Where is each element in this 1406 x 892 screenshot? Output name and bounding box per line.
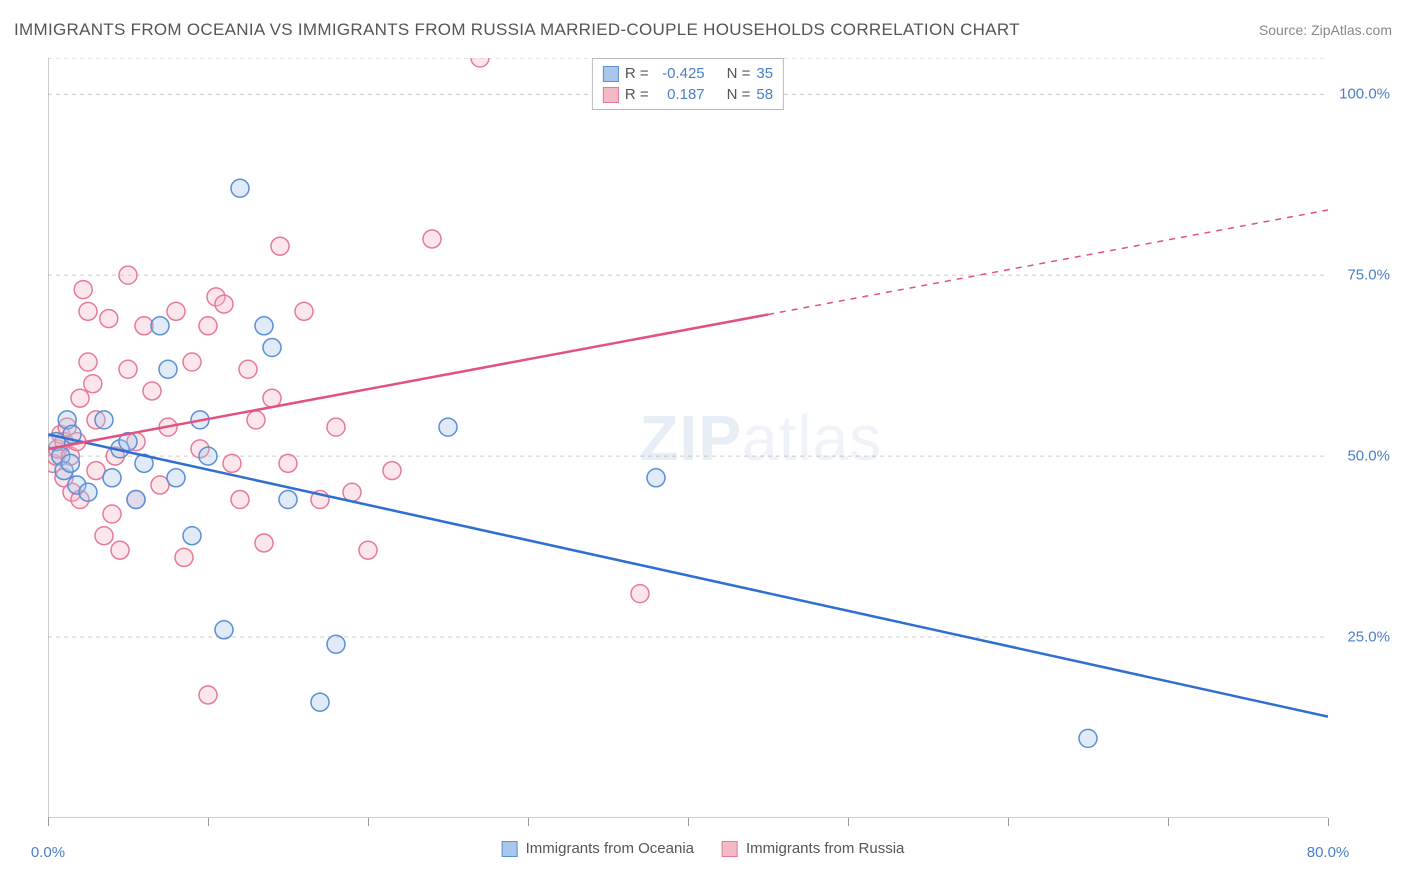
scatter-point: [95, 411, 113, 429]
r-label: R =: [625, 63, 649, 84]
trend-line: [48, 434, 1328, 716]
scatter-point: [119, 266, 137, 284]
source-attribution: Source: ZipAtlas.com: [1259, 22, 1392, 38]
plot-svg: [48, 58, 1328, 818]
n-value: 58: [756, 84, 773, 105]
scatter-point: [79, 353, 97, 371]
x-tick: [688, 818, 689, 826]
x-tick: [48, 818, 49, 826]
n-value: 35: [756, 63, 773, 84]
scatter-point: [71, 389, 89, 407]
scatter-point: [103, 469, 121, 487]
legend-item: Immigrants from Oceania: [502, 840, 694, 857]
scatter-point: [295, 302, 313, 320]
y-tick-label: 100.0%: [1339, 86, 1390, 103]
legend-swatch: [603, 66, 619, 82]
x-tick: [528, 818, 529, 826]
scatter-point: [255, 317, 273, 335]
scatter-point: [311, 693, 329, 711]
scatter-point: [119, 360, 137, 378]
scatter-point: [271, 237, 289, 255]
scatter-point: [79, 302, 97, 320]
n-label: N =: [727, 63, 751, 84]
scatter-point: [263, 339, 281, 357]
scatter-point: [359, 541, 377, 559]
scatter-point: [199, 447, 217, 465]
scatter-point: [127, 491, 145, 509]
y-tick-label: 25.0%: [1347, 629, 1390, 646]
scatter-point: [84, 375, 102, 393]
r-value: 0.187: [655, 84, 705, 105]
x-tick-label: 0.0%: [31, 844, 65, 861]
legend-stat-row: R = 0.187 N =58: [603, 84, 773, 105]
scatter-point: [100, 310, 118, 328]
r-value: -0.425: [655, 63, 705, 84]
legend-label: Immigrants from Russia: [746, 840, 904, 857]
scatter-point: [631, 585, 649, 603]
scatter-point: [74, 281, 92, 299]
scatter-point: [151, 317, 169, 335]
scatter-point: [95, 527, 113, 545]
series-legend: Immigrants from Oceania Immigrants from R…: [502, 840, 905, 857]
y-tick-label: 75.0%: [1347, 267, 1390, 284]
scatter-point: [199, 686, 217, 704]
trend-line-extrapolated: [768, 210, 1328, 315]
legend-swatch: [603, 87, 619, 103]
legend-item: Immigrants from Russia: [722, 840, 904, 857]
chart-container: IMMIGRANTS FROM OCEANIA VS IMMIGRANTS FR…: [0, 0, 1406, 892]
scatter-point: [471, 58, 489, 67]
scatter-point: [255, 534, 273, 552]
x-tick: [1008, 818, 1009, 826]
scatter-point: [183, 353, 201, 371]
correlation-legend: R = -0.425 N =35 R = 0.187 N =58: [592, 58, 784, 110]
x-tick-label: 80.0%: [1307, 844, 1350, 861]
scatter-point: [383, 462, 401, 480]
x-tick: [368, 818, 369, 826]
scatter-point: [167, 469, 185, 487]
scatter-point: [223, 454, 241, 472]
scatter-point: [647, 469, 665, 487]
scatter-point: [327, 418, 345, 436]
scatter-plot: ZIPatlas R =-0.425N =35R =0.187N =58 0.0…: [48, 58, 1328, 818]
scatter-point: [103, 505, 121, 523]
scatter-point: [343, 483, 361, 501]
scatter-point: [215, 295, 233, 313]
x-tick: [208, 818, 209, 826]
scatter-point: [79, 483, 97, 501]
legend-stat-row: R = -0.425 N =35: [603, 63, 773, 84]
scatter-point: [199, 317, 217, 335]
chart-title: IMMIGRANTS FROM OCEANIA VS IMMIGRANTS FR…: [14, 20, 1020, 40]
scatter-point: [175, 548, 193, 566]
scatter-point: [159, 360, 177, 378]
scatter-point: [279, 454, 297, 472]
scatter-point: [327, 635, 345, 653]
scatter-point: [215, 621, 233, 639]
x-tick: [1168, 818, 1169, 826]
scatter-point: [231, 179, 249, 197]
scatter-point: [263, 389, 281, 407]
scatter-point: [183, 527, 201, 545]
scatter-point: [231, 491, 249, 509]
x-tick: [848, 818, 849, 826]
scatter-point: [111, 541, 129, 559]
scatter-point: [167, 302, 185, 320]
scatter-point: [279, 491, 297, 509]
legend-label: Immigrants from Oceania: [526, 840, 694, 857]
legend-swatch: [722, 841, 738, 857]
scatter-point: [239, 360, 257, 378]
scatter-point: [423, 230, 441, 248]
y-tick-label: 50.0%: [1347, 448, 1390, 465]
scatter-point: [143, 382, 161, 400]
scatter-point: [61, 454, 79, 472]
x-tick: [1328, 818, 1329, 826]
legend-swatch: [502, 841, 518, 857]
scatter-point: [247, 411, 265, 429]
scatter-point: [1079, 729, 1097, 747]
n-label: N =: [727, 84, 751, 105]
scatter-point: [439, 418, 457, 436]
r-label: R =: [625, 84, 649, 105]
